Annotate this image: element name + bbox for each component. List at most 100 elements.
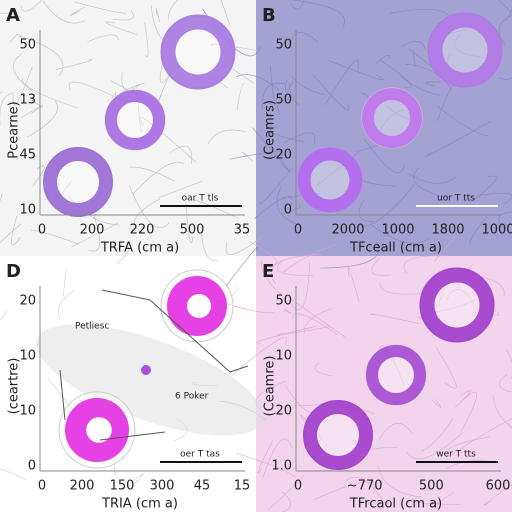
fiber — [105, 21, 138, 36]
annotation: 6 Poker — [175, 392, 209, 402]
arrow — [149, 299, 231, 373]
fiber — [400, 41, 426, 50]
fiber — [459, 418, 512, 453]
cell — [43, 147, 113, 217]
panel-label: D — [6, 261, 21, 282]
fiber — [235, 452, 296, 478]
fiber — [469, 215, 488, 245]
x-tick-label: 200 — [70, 479, 95, 494]
y-tick-label: 10 — [19, 203, 36, 218]
fiber — [69, 6, 85, 16]
fiber — [345, 476, 383, 501]
fiber — [358, 199, 374, 222]
fiber — [314, 482, 376, 501]
y-tick-label: 45 — [19, 148, 36, 163]
cell-core — [86, 417, 112, 443]
fiber — [447, 436, 490, 456]
fiber — [259, 167, 293, 205]
x-tick-label: 1000 — [381, 223, 414, 238]
fiber — [285, 79, 294, 93]
fiber — [32, 165, 45, 187]
y-tick-label: 10 — [275, 349, 292, 364]
fiber — [236, 82, 245, 111]
panel-label: E — [262, 261, 274, 282]
fiber — [446, 289, 483, 320]
fiber — [0, 91, 3, 95]
fiber — [30, 229, 80, 245]
fiber — [412, 52, 416, 66]
fiber — [236, 74, 280, 91]
arrow — [59, 369, 66, 421]
fiber — [347, 267, 360, 303]
fiber — [506, 349, 512, 378]
fiber — [21, 105, 43, 119]
fiber — [169, 145, 193, 164]
x-tick-label: 300 — [150, 479, 175, 494]
cell — [427, 12, 503, 88]
y-tick-label: 13 — [19, 93, 36, 108]
fiber — [267, 474, 305, 511]
fiber — [374, 54, 390, 65]
fiber — [289, 0, 305, 10]
x-tick-label: 2000 — [331, 223, 364, 238]
fiber — [231, 336, 288, 376]
fiber — [12, 53, 33, 92]
fiber — [0, 92, 15, 125]
cell — [141, 365, 151, 375]
fiber — [507, 422, 512, 430]
fiber — [291, 75, 325, 96]
fiber — [357, 184, 416, 227]
fiber — [369, 313, 420, 324]
x-tick-label: 0 — [38, 223, 46, 238]
fiber — [11, 215, 21, 246]
arrow — [99, 431, 166, 441]
cell — [362, 88, 422, 148]
fiber — [0, 223, 22, 243]
fiber — [31, 99, 43, 109]
fiber — [0, 12, 22, 18]
fiber — [389, 9, 451, 18]
x-tick-label: 500 — [419, 479, 444, 494]
fiber — [201, 234, 218, 262]
fiber — [20, 0, 43, 12]
fiber — [425, 81, 442, 87]
fiber — [435, 491, 456, 505]
fiber — [300, 414, 329, 448]
fiber — [144, 22, 149, 58]
x-axis-label: TFrcaol (cm a) — [349, 497, 442, 512]
x-axis-label: TRIA (cm a) — [101, 497, 178, 512]
fiber — [498, 0, 512, 14]
x-tick-label: 15 — [234, 479, 251, 494]
x-tick-label: 0 — [38, 479, 46, 494]
fiber — [377, 465, 421, 498]
fiber — [220, 0, 231, 27]
fiber — [289, 262, 310, 310]
scale-bar-label: wer T tts — [436, 450, 476, 460]
panel-bg — [0, 0, 256, 256]
fiber — [12, 66, 33, 105]
x-tick-label: 220 — [130, 223, 155, 238]
x-tick-label: 0 — [294, 479, 302, 494]
fiber — [403, 255, 449, 274]
x-tick-label: 150 — [110, 479, 135, 494]
fiber — [207, 129, 246, 145]
fiber — [313, 74, 350, 111]
fiber — [229, 150, 281, 160]
y-tick-label: 1.0 — [271, 459, 292, 474]
fiber — [71, 222, 118, 248]
panel-label: B — [262, 5, 276, 26]
fiber — [128, 185, 170, 228]
fiber — [261, 82, 285, 110]
arrow — [229, 365, 249, 373]
fiber — [270, 65, 275, 102]
fiber — [282, 243, 337, 273]
fiber — [327, 59, 384, 81]
fiber — [74, 1, 127, 14]
fiber — [436, 105, 489, 137]
y-tick-label: 20 — [19, 294, 36, 309]
fiber — [288, 83, 300, 106]
x-tick-label: 1000 — [481, 223, 512, 238]
cell — [303, 400, 373, 470]
fiber — [290, 298, 347, 339]
x-tick-label: 500 — [180, 223, 205, 238]
